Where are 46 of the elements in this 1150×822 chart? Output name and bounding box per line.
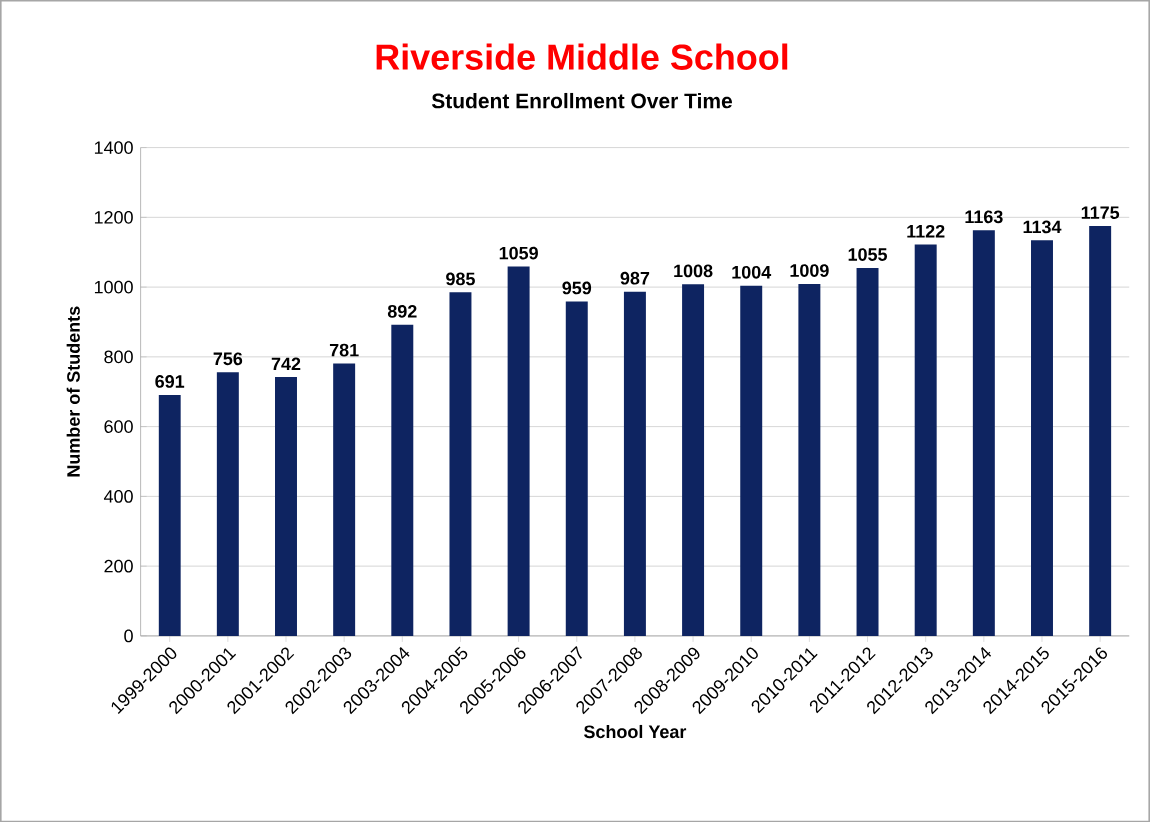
data-label: 691 (155, 374, 185, 388)
y-tick-label: 200 (104, 559, 133, 573)
data-label: 1055 (848, 247, 888, 261)
bar (623, 291, 646, 636)
data-label: 1163 (965, 210, 1003, 223)
bar (972, 230, 995, 636)
bar (216, 371, 239, 636)
data-label: 1175 (1081, 206, 1120, 219)
data-label: 892 (387, 304, 417, 318)
chart-subtitle: Student Enrollment Over Time (431, 92, 732, 109)
data-label: 756 (213, 352, 243, 365)
y-tick-label: 400 (103, 489, 133, 503)
bar (449, 292, 472, 636)
data-label: 1059 (499, 246, 538, 260)
y-tick-label: 600 (104, 420, 133, 433)
y-tick-label: 800 (104, 350, 133, 364)
bar (158, 394, 181, 636)
y-tick-label: 0 (124, 629, 133, 643)
chart-title: Riverside Middle School (376, 43, 788, 70)
bar (682, 284, 705, 636)
bar (1089, 225, 1112, 636)
data-label: 985 (446, 272, 475, 286)
bar (798, 283, 821, 636)
bar (565, 301, 588, 636)
bar (275, 376, 297, 636)
data-label: 742 (271, 357, 301, 370)
data-label: 987 (620, 271, 650, 285)
bar (333, 363, 356, 636)
x-axis-title: School Year (584, 724, 687, 738)
data-label: 1004 (732, 265, 772, 279)
bar (740, 285, 763, 636)
bar (507, 266, 530, 636)
y-tick-label: 1400 (94, 140, 133, 154)
y-tick-label: 1200 (94, 210, 133, 224)
data-label: 781 (329, 343, 359, 357)
data-label: 1008 (674, 264, 713, 278)
data-label: 1009 (790, 263, 829, 277)
bar (914, 244, 937, 636)
y-tick-label: 1000 (94, 280, 133, 294)
data-label: 1122 (907, 224, 945, 238)
data-label: 959 (562, 281, 592, 295)
y-axis-title: Number of Students (66, 306, 80, 477)
bar (856, 267, 879, 636)
data-label: 1134 (1023, 220, 1062, 234)
bar (1031, 240, 1053, 636)
bar (391, 324, 414, 636)
